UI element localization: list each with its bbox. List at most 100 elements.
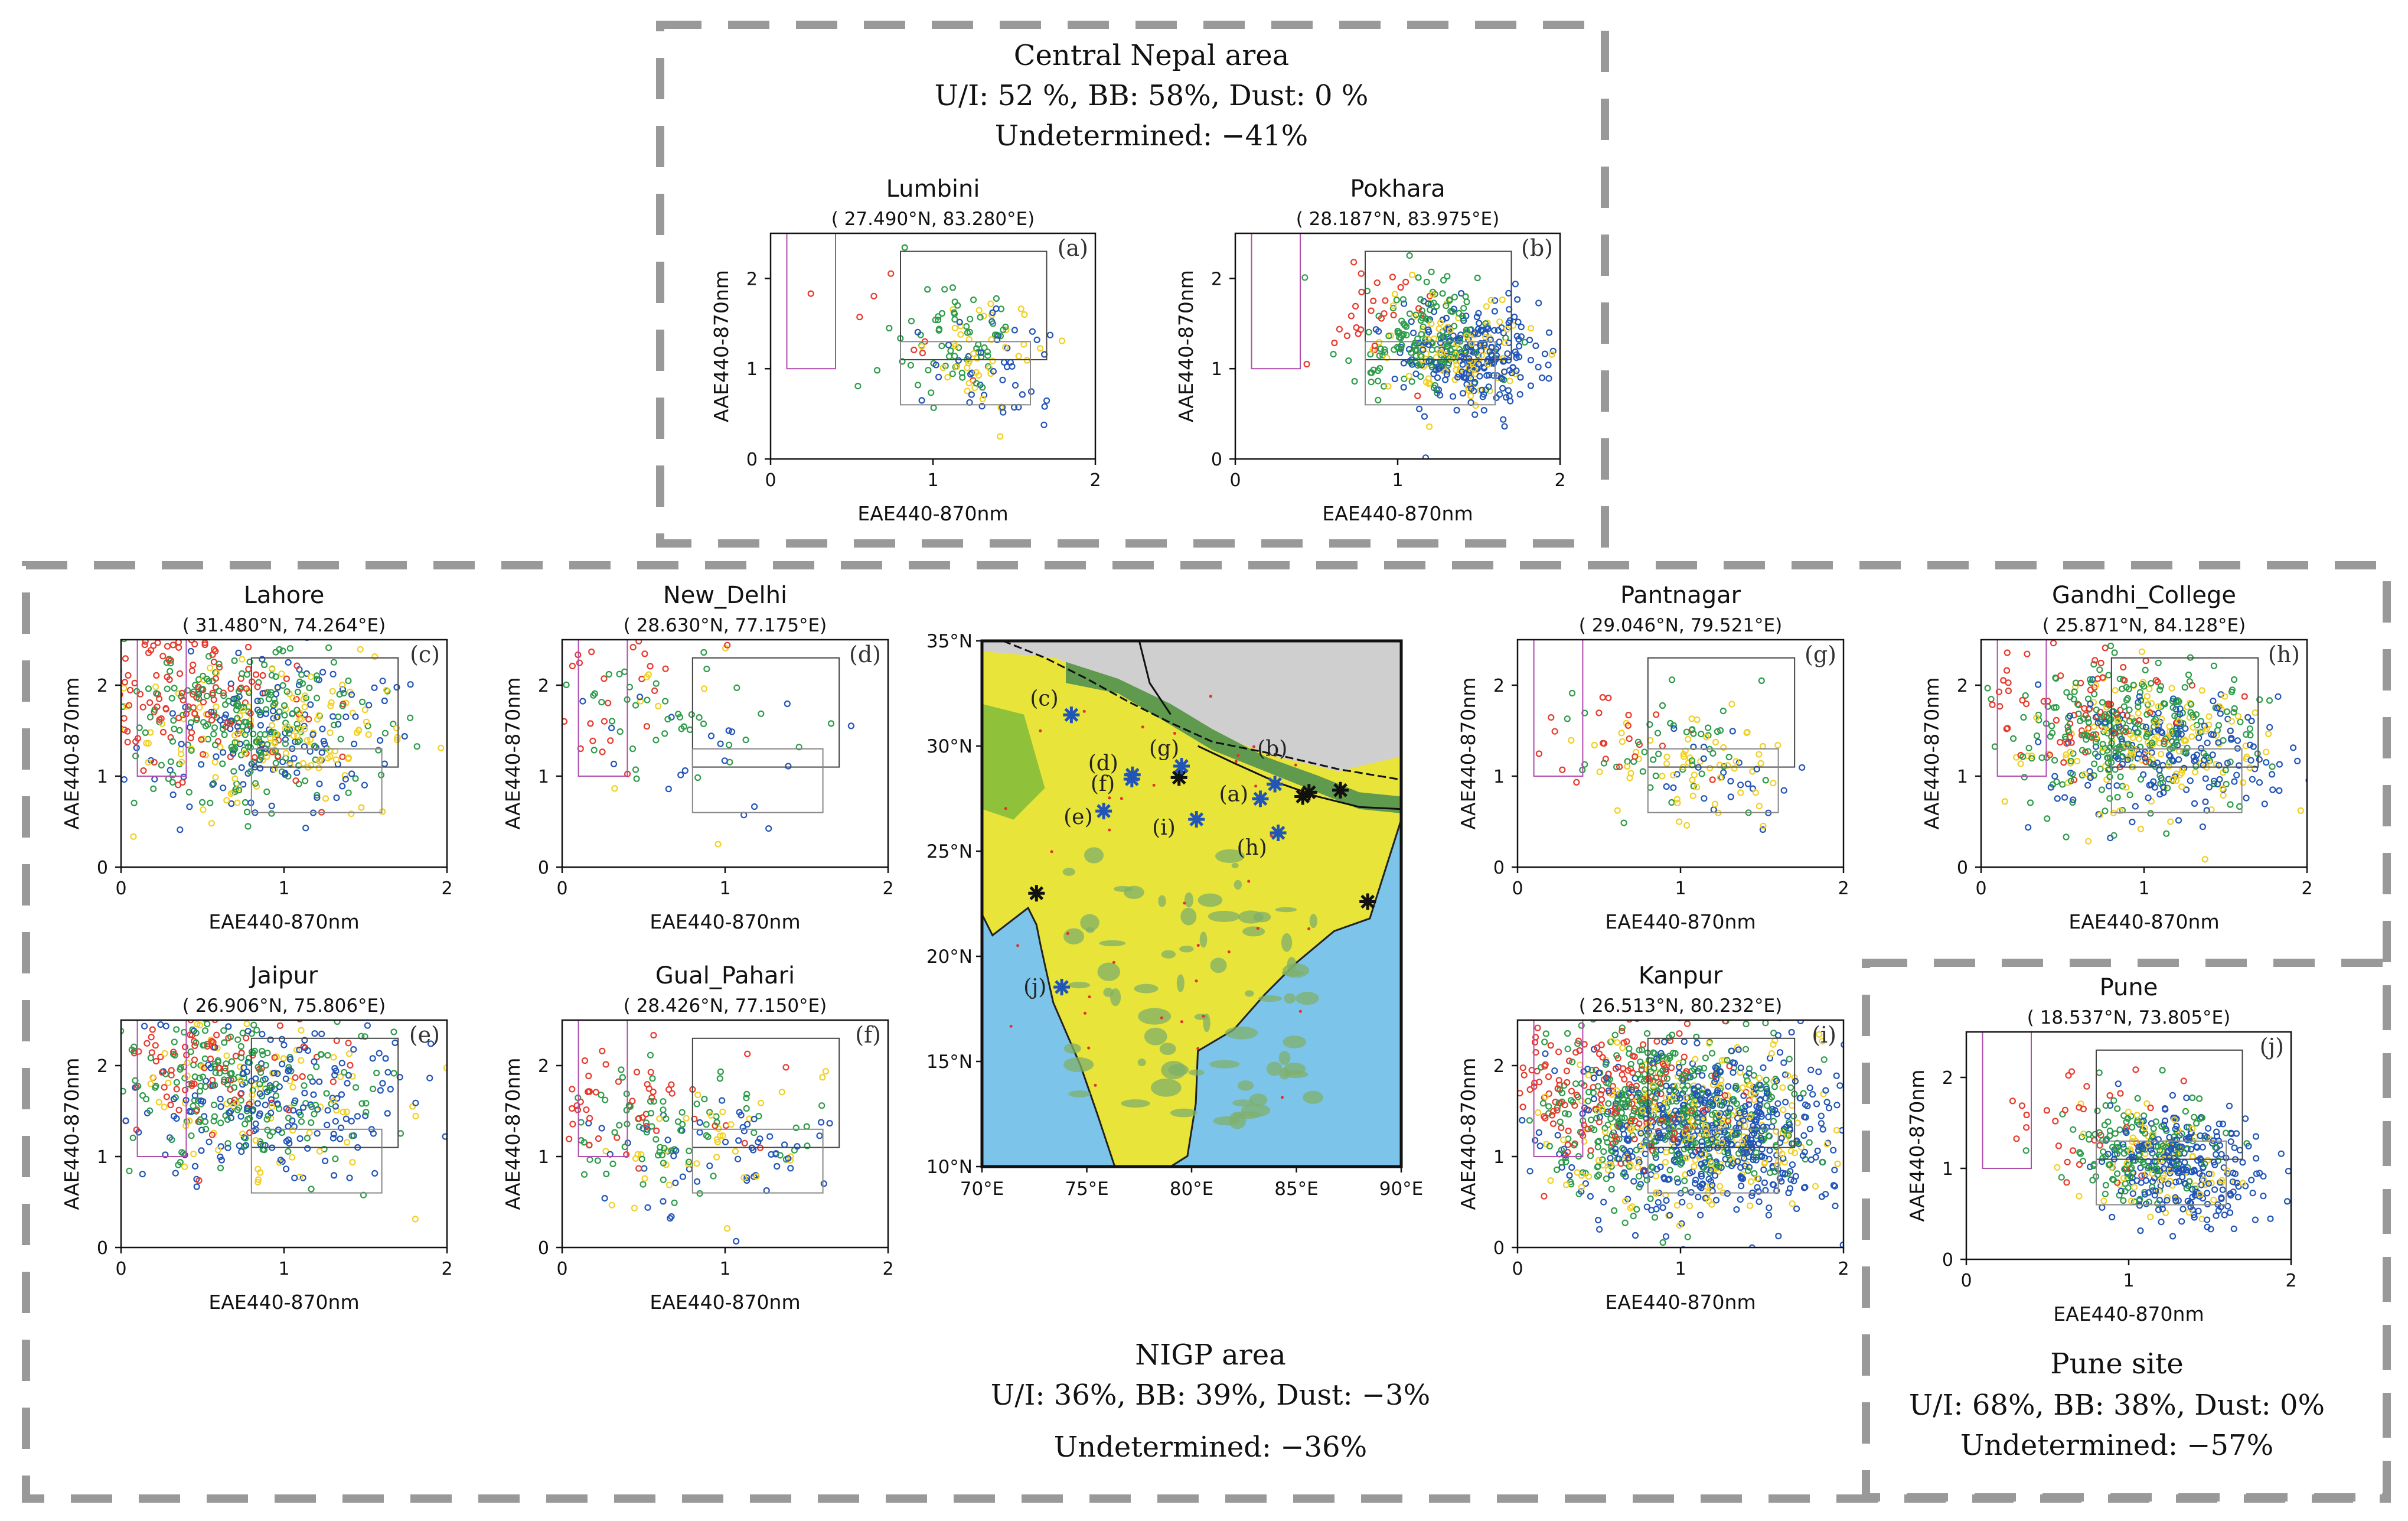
scatter-point-blue (752, 804, 757, 809)
scatter-point-blue (1519, 324, 1524, 330)
scatter-point-blue (1663, 1234, 1669, 1239)
scatter-point-green (1424, 279, 1430, 285)
scatter-point-red (1655, 1039, 1660, 1044)
scatter-point-green (964, 324, 969, 329)
panel-subtitle: ( 18.537°N, 73.805°E) (2027, 1007, 2230, 1028)
scatter-point-yellow (1691, 793, 1696, 799)
scatter-point-red (543, 662, 548, 667)
scatter-point-blue (2253, 1217, 2258, 1223)
scatter-point-yellow (2253, 710, 2258, 715)
scatter-point-red (451, 671, 456, 676)
scatter-point-blue (344, 1116, 349, 1122)
scatter-point-green (2164, 831, 2169, 836)
scatter-point-blue (2222, 1212, 2227, 1217)
scatter-point-yellow (1037, 346, 1043, 351)
y-tick-label: 2 (1493, 1056, 1505, 1077)
scatter-point-yellow (1665, 754, 1670, 760)
scatter-point-green (1544, 1031, 1549, 1037)
scatter-point-green (1609, 1187, 1614, 1192)
scatter-point-blue (2198, 745, 2204, 751)
scatter-point-green (288, 646, 293, 651)
scatter-point-red (634, 1070, 639, 1075)
scatter-point-green (902, 245, 908, 250)
scatter-point-yellow (184, 984, 189, 989)
x-axis-label: EAE440-870nm (650, 910, 800, 933)
scatter-point-green (200, 800, 205, 805)
scatter-point-green (1705, 725, 1711, 731)
scatter-point-green (855, 383, 860, 389)
scatter-point-green (743, 737, 749, 742)
scatter-point-red (90, 757, 96, 763)
scatter-point-yellow (779, 1089, 785, 1095)
scatter-point-green (232, 658, 237, 663)
scatter-point-green (191, 1103, 196, 1109)
scatter-point-blue (665, 1137, 671, 1142)
scatter-point-green (1807, 1140, 1812, 1145)
scatter-point-yellow (380, 809, 385, 815)
central-nepal-line-1: Central Nepal area (1014, 39, 1289, 72)
scatter-point-blue (311, 1059, 317, 1064)
x-tick-label: 0 (556, 1259, 567, 1279)
scatter-point-blue (2156, 711, 2161, 716)
scatter-point-yellow (2236, 714, 2241, 719)
scatter-point-yellow (121, 686, 126, 691)
scatter-point-blue (257, 766, 263, 771)
scatter-point-red (544, 724, 549, 729)
scatter-point-yellow (2169, 686, 2175, 691)
scatter-point-blue (319, 869, 325, 874)
scatter-point-blue (2286, 1168, 2291, 1174)
scatter-point-green (2064, 690, 2069, 695)
scatter-point-blue (1044, 398, 1049, 403)
scatter-point-green (1565, 716, 1570, 721)
scatter-point-red (742, 1141, 748, 1146)
scatter-point-blue (1518, 374, 1523, 380)
scatter-point-green (2124, 698, 2129, 703)
scatter-point-red (542, 604, 547, 609)
scatter-point-green (939, 311, 945, 316)
x-axis-label: EAE440-870nm (1605, 910, 1756, 933)
scatter-point-green (1504, 1153, 1509, 1158)
scatter-point-red (2053, 1119, 2058, 1124)
scatter-point-yellow (2192, 770, 2198, 775)
scatter-point-red (348, 1063, 353, 1068)
scatter-point-yellow (1660, 774, 1665, 779)
scatter-point-blue (393, 1040, 398, 1046)
scatter-point-blue (1422, 414, 1427, 419)
scatter-point-green (672, 1200, 677, 1206)
scatter-point-green (661, 1177, 666, 1183)
scatter-point-blue (351, 741, 357, 747)
scatter-point-green (2123, 1181, 2128, 1187)
scatter-point-blue (2263, 760, 2269, 765)
scatter-point-green (697, 715, 702, 720)
scatter-point-green (2157, 687, 2162, 692)
scatter-point-green (915, 382, 921, 387)
scatter-point-green (661, 1099, 666, 1104)
scatter-point-blue (1695, 1040, 1700, 1046)
dust-box (787, 233, 836, 369)
scatter-point-blue (1725, 1084, 1731, 1089)
scatter-point-blue (1762, 1180, 1767, 1185)
scatter-point-blue (1834, 1102, 1839, 1108)
scatter-point-blue (269, 1097, 274, 1102)
scatter-point-red (177, 671, 182, 676)
scatter-point-yellow (298, 1058, 304, 1063)
scatter-point-blue (292, 1175, 297, 1181)
scatter-point-red (176, 645, 181, 650)
scatter-point-blue (339, 1092, 344, 1097)
scatter-point-green (2267, 698, 2272, 703)
scatter-point-blue (1411, 330, 1416, 336)
scatter-point-red (346, 1040, 351, 1046)
scatter-point-blue (281, 1043, 286, 1048)
scatter-point-green (653, 1136, 658, 1142)
scatter-point-yellow (1549, 352, 1555, 357)
scatter-point-red (857, 314, 862, 320)
scatter-point-blue (1679, 1200, 1685, 1205)
scatter-point-green (1772, 1084, 1777, 1089)
scatter-point-green (1636, 1174, 1642, 1179)
scatter-point-red (2103, 645, 2108, 650)
scatter-point-green (2255, 751, 2260, 756)
scatter-point-green (1346, 358, 1351, 363)
scatter-point-blue (2243, 1116, 2248, 1121)
